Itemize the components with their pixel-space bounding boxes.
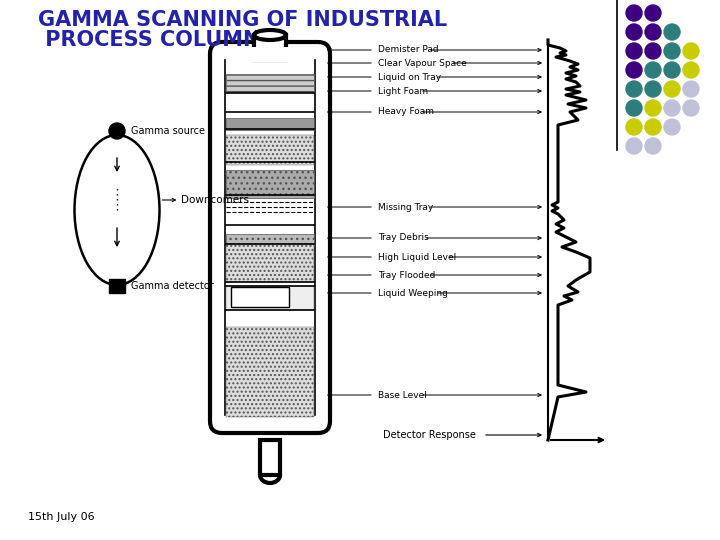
Text: Base Level: Base Level <box>378 390 427 400</box>
Circle shape <box>664 119 680 135</box>
Bar <box>260 440 280 475</box>
Circle shape <box>626 138 642 154</box>
Text: Tray Debris: Tray Debris <box>378 233 428 242</box>
Circle shape <box>664 62 680 78</box>
Circle shape <box>645 138 661 154</box>
Text: GAMMA SCANNING OF INDUSTRIAL: GAMMA SCANNING OF INDUSTRIAL <box>38 10 447 30</box>
Text: 15th July 06: 15th July 06 <box>28 512 94 522</box>
Text: Light Foam: Light Foam <box>378 86 428 96</box>
Bar <box>226 135 314 165</box>
Text: Demister Pad: Demister Pad <box>378 45 438 55</box>
Circle shape <box>626 119 642 135</box>
Text: Gamma source: Gamma source <box>131 126 205 136</box>
Circle shape <box>645 119 661 135</box>
Bar <box>226 286 314 310</box>
Text: Detector Response: Detector Response <box>383 430 476 440</box>
Bar <box>226 244 314 282</box>
Circle shape <box>645 24 661 40</box>
Circle shape <box>683 62 699 78</box>
Circle shape <box>109 123 125 139</box>
Text: Heavy Foam: Heavy Foam <box>378 107 434 117</box>
Circle shape <box>645 100 661 116</box>
Bar <box>254 35 286 60</box>
Circle shape <box>626 81 642 97</box>
Text: Clear Vapour Space: Clear Vapour Space <box>378 58 467 68</box>
Circle shape <box>645 43 661 59</box>
Circle shape <box>626 62 642 78</box>
Text: PROCESS COLUMNS: PROCESS COLUMNS <box>38 30 275 50</box>
Circle shape <box>626 24 642 40</box>
Bar <box>226 170 314 198</box>
Ellipse shape <box>254 30 286 40</box>
Text: Downcomers: Downcomers <box>181 195 250 205</box>
Text: Gamma detector: Gamma detector <box>131 281 214 291</box>
Circle shape <box>664 43 680 59</box>
Circle shape <box>626 43 642 59</box>
Text: Liquid Weeping: Liquid Weeping <box>378 288 448 298</box>
Circle shape <box>645 81 661 97</box>
FancyBboxPatch shape <box>210 42 330 433</box>
Circle shape <box>645 62 661 78</box>
Text: High Liquid Level: High Liquid Level <box>378 253 456 261</box>
Circle shape <box>683 43 699 59</box>
Circle shape <box>683 100 699 116</box>
Bar <box>226 47 314 62</box>
Bar <box>226 95 314 115</box>
Circle shape <box>626 100 642 116</box>
Circle shape <box>664 81 680 97</box>
Bar <box>226 118 314 130</box>
Circle shape <box>645 5 661 21</box>
Bar <box>109 279 125 293</box>
Bar <box>226 234 314 246</box>
Bar <box>231 287 289 307</box>
Circle shape <box>683 81 699 97</box>
Bar <box>226 74 314 92</box>
Ellipse shape <box>74 135 160 285</box>
Circle shape <box>664 100 680 116</box>
Text: Liquid on Tray: Liquid on Tray <box>378 72 441 82</box>
Circle shape <box>664 24 680 40</box>
Bar <box>226 327 314 417</box>
Text: Tray Flooded: Tray Flooded <box>378 271 436 280</box>
Text: Missing Tray: Missing Tray <box>378 202 433 212</box>
Circle shape <box>626 5 642 21</box>
